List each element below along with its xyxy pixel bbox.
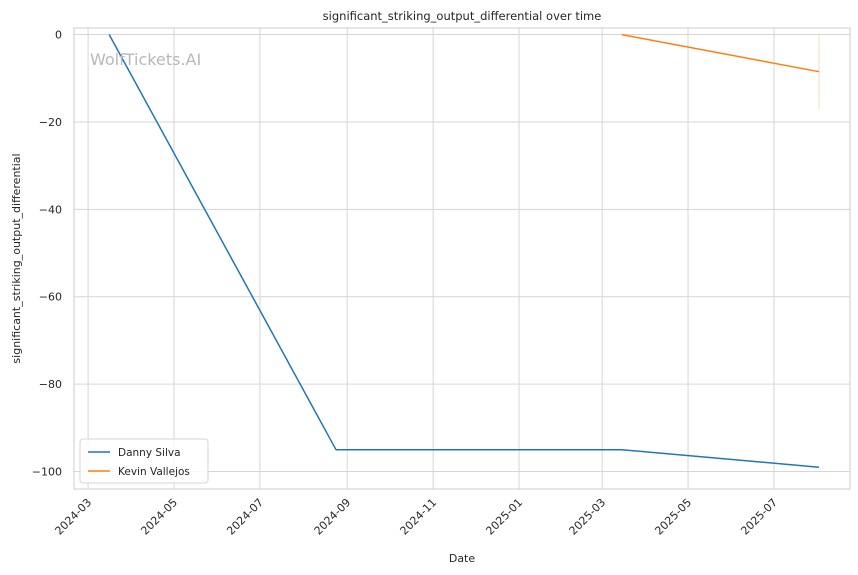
legend-label: Kevin Vallejos — [118, 466, 190, 478]
y-axis-title: significant_striking_output_differential — [10, 153, 23, 363]
legend-label: Danny Silva — [118, 447, 181, 459]
y-tick-label: 0 — [55, 29, 62, 42]
series-layer — [108, 33, 820, 468]
plot-frame — [73, 27, 851, 490]
y-tick-label: −80 — [39, 378, 62, 391]
x-axis-title: Date — [449, 552, 476, 565]
series-line-kevin-vallejos — [621, 33, 820, 73]
grid — [74, 28, 850, 489]
watermark: WolfTickets.AI — [90, 50, 201, 69]
y-tick-label: −60 — [39, 291, 62, 304]
series-line-danny-silva — [108, 34, 820, 468]
y-tick-label: −20 — [39, 116, 62, 129]
y-tick-label: −40 — [39, 203, 62, 216]
y-tick-labels: 0 −20 −40 −60 −80 −100 — [32, 29, 62, 479]
legend-box — [79, 438, 209, 484]
legend: Danny Silva Kevin Vallejos — [79, 438, 209, 484]
chart-title: significant_striking_output_differential… — [323, 9, 602, 23]
y-tick-label: −100 — [32, 466, 62, 479]
